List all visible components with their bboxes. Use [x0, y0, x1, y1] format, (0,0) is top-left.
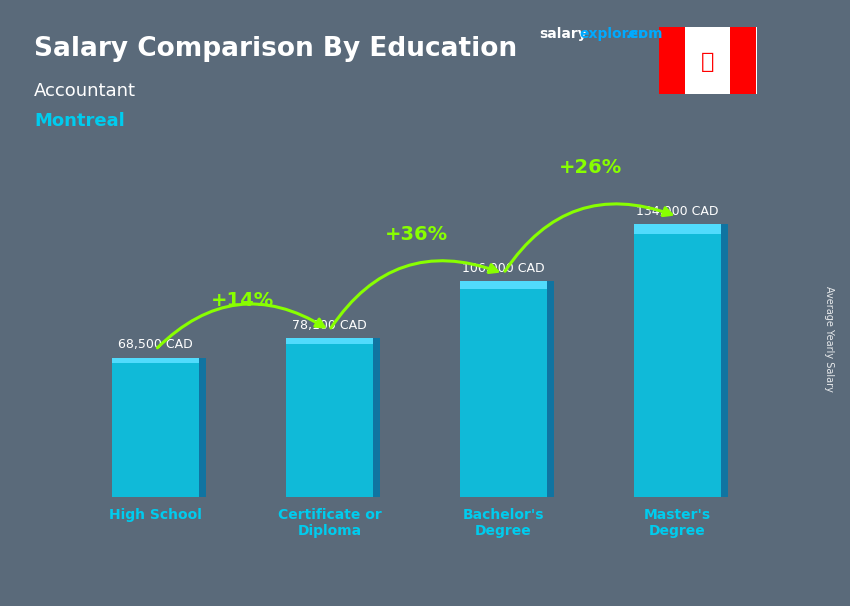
Bar: [460, 281, 547, 289]
Bar: [286, 338, 373, 344]
Bar: [460, 281, 547, 497]
Bar: [547, 281, 554, 497]
Text: 🍁: 🍁: [701, 52, 714, 72]
Bar: [634, 224, 721, 234]
Bar: [730, 27, 756, 94]
Bar: [112, 358, 199, 362]
Bar: [659, 27, 685, 94]
Text: 134,000 CAD: 134,000 CAD: [636, 205, 718, 218]
Text: 106,000 CAD: 106,000 CAD: [462, 262, 545, 275]
Bar: [112, 358, 199, 497]
Text: +14%: +14%: [211, 291, 274, 310]
Text: Salary Comparison By Education: Salary Comparison By Education: [34, 36, 517, 62]
Text: 78,100 CAD: 78,100 CAD: [292, 319, 366, 332]
Bar: [199, 358, 206, 497]
Bar: [634, 224, 721, 497]
Text: +26%: +26%: [558, 158, 622, 178]
Bar: [373, 338, 380, 497]
Text: salary: salary: [540, 27, 587, 41]
Text: explorer: explorer: [580, 27, 646, 41]
Text: 68,500 CAD: 68,500 CAD: [118, 338, 193, 351]
Bar: [286, 338, 373, 497]
Text: Accountant: Accountant: [34, 82, 136, 100]
Text: Montreal: Montreal: [34, 112, 125, 130]
Text: .com: .com: [626, 27, 663, 41]
Text: +36%: +36%: [385, 225, 448, 244]
Bar: [721, 224, 728, 497]
Text: Average Yearly Salary: Average Yearly Salary: [824, 287, 834, 392]
